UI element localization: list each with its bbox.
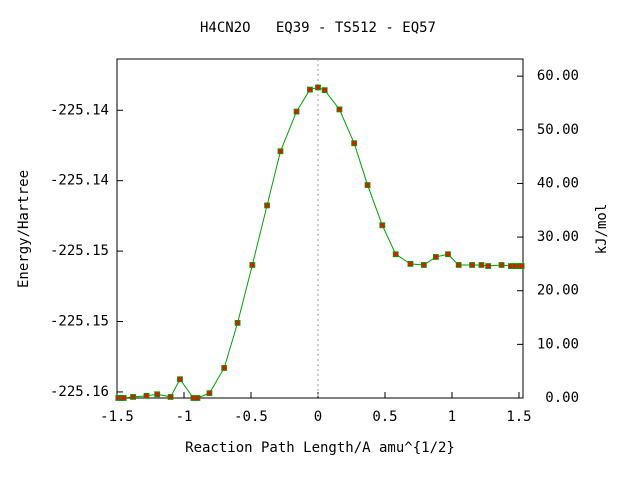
point-marker (485, 263, 492, 269)
y2-axis-label: kJ/mol (594, 204, 610, 255)
point-marker (264, 202, 270, 209)
x-tick-label: 1 (448, 409, 456, 425)
point-marker (498, 262, 505, 268)
point-marker (293, 108, 300, 115)
series-line (118, 86, 522, 399)
plot-frame (116, 58, 524, 399)
chart-title: H4CN2O EQ39 - TS512 - EQ57 (200, 20, 436, 36)
x-tick-label: -0.5 (234, 409, 268, 425)
y2-tick-label: 30.00 (537, 229, 579, 245)
point-marker (234, 320, 241, 326)
point-marker (221, 365, 228, 371)
point-marker (478, 262, 485, 268)
y-tick-label: -225.14 (50, 173, 109, 189)
x-tick-label: -1 (176, 409, 193, 425)
point-marker (194, 395, 201, 401)
point-marker (469, 262, 475, 268)
point-marker (277, 148, 284, 155)
point-marker (321, 87, 328, 94)
y2-tick-label: 20.00 (537, 283, 579, 299)
x-tick-label: 0 (314, 409, 322, 425)
point-marker (130, 394, 136, 400)
point-marker (518, 263, 525, 269)
point-marker (433, 254, 439, 260)
x-tick-label: 0.5 (372, 409, 397, 425)
y-tick-label: -225.15 (50, 314, 109, 330)
point-marker (167, 394, 174, 400)
point-marker (307, 86, 313, 93)
point-marker (455, 262, 462, 268)
point-marker (206, 390, 213, 397)
x-tick-label: 1.5 (506, 409, 531, 425)
x-tick-label: -1.5 (100, 409, 134, 425)
y-tick-label: -225.16 (50, 384, 109, 400)
y2-tick-label: 40.00 (537, 175, 579, 191)
point-marker (420, 262, 427, 268)
point-marker (120, 395, 127, 401)
x-axis-label: Reaction Path Length/A amu^{1/2} (185, 440, 455, 456)
point-marker (143, 392, 150, 399)
point-marker (177, 376, 183, 383)
y2-tick-label: 0.00 (545, 390, 579, 406)
y-tick-label: -225.15 (50, 243, 109, 259)
y2-tick-label: 10.00 (537, 336, 579, 352)
point-marker (379, 222, 386, 229)
y2-tick-label: 50.00 (537, 122, 579, 138)
point-marker (154, 391, 161, 398)
point-marker (249, 262, 256, 268)
point-marker (445, 251, 451, 258)
y-tick-label: -225.14 (50, 102, 109, 118)
point-marker (315, 84, 321, 91)
point-marker (392, 251, 399, 258)
y2-tick-label: 60.00 (537, 68, 579, 84)
point-marker (364, 182, 371, 188)
point-marker (336, 106, 343, 113)
point-marker (407, 261, 414, 267)
point-marker (351, 140, 358, 147)
y-axis-label: Energy/Hartree (16, 170, 32, 288)
